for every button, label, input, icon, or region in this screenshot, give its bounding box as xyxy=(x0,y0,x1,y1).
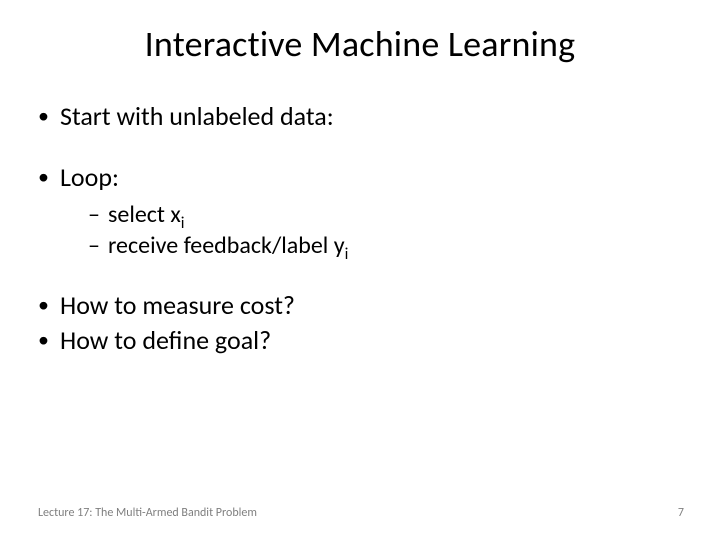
sub-bullet-item: receive feedback/label yi xyxy=(88,230,680,261)
slide-body: Start with unlabeled data: Loop: select … xyxy=(38,100,680,384)
subscript: i xyxy=(345,244,349,264)
bullet-item: How to measure cost? xyxy=(38,289,680,322)
bullet-text: Loop: xyxy=(60,161,119,193)
bullet-item: Loop: select xi receive feedback/label y… xyxy=(38,161,680,262)
bullet-item: How to define goal? xyxy=(38,324,680,357)
sub-bullet-text: receive feedback/label y xyxy=(108,231,345,260)
footer-page-number: 7 xyxy=(678,506,684,520)
sub-bullet-list: select xi receive feedback/label yi xyxy=(60,199,680,261)
footer-lecture-label: Lecture 17: The Multi-Armed Bandit Probl… xyxy=(38,506,257,520)
bullet-list: Start with unlabeled data: Loop: select … xyxy=(38,100,680,356)
slide: Interactive Machine Learning Start with … xyxy=(0,0,720,540)
sub-bullet-item: select xi xyxy=(88,199,680,230)
sub-bullet-text: select x xyxy=(108,200,181,229)
bullet-text: Start with unlabeled data: xyxy=(60,100,334,132)
bullet-text: How to define goal? xyxy=(60,324,271,356)
slide-title: Interactive Machine Learning xyxy=(0,22,720,66)
bullet-text: How to measure cost? xyxy=(60,289,295,321)
bullet-item: Start with unlabeled data: xyxy=(38,100,680,133)
